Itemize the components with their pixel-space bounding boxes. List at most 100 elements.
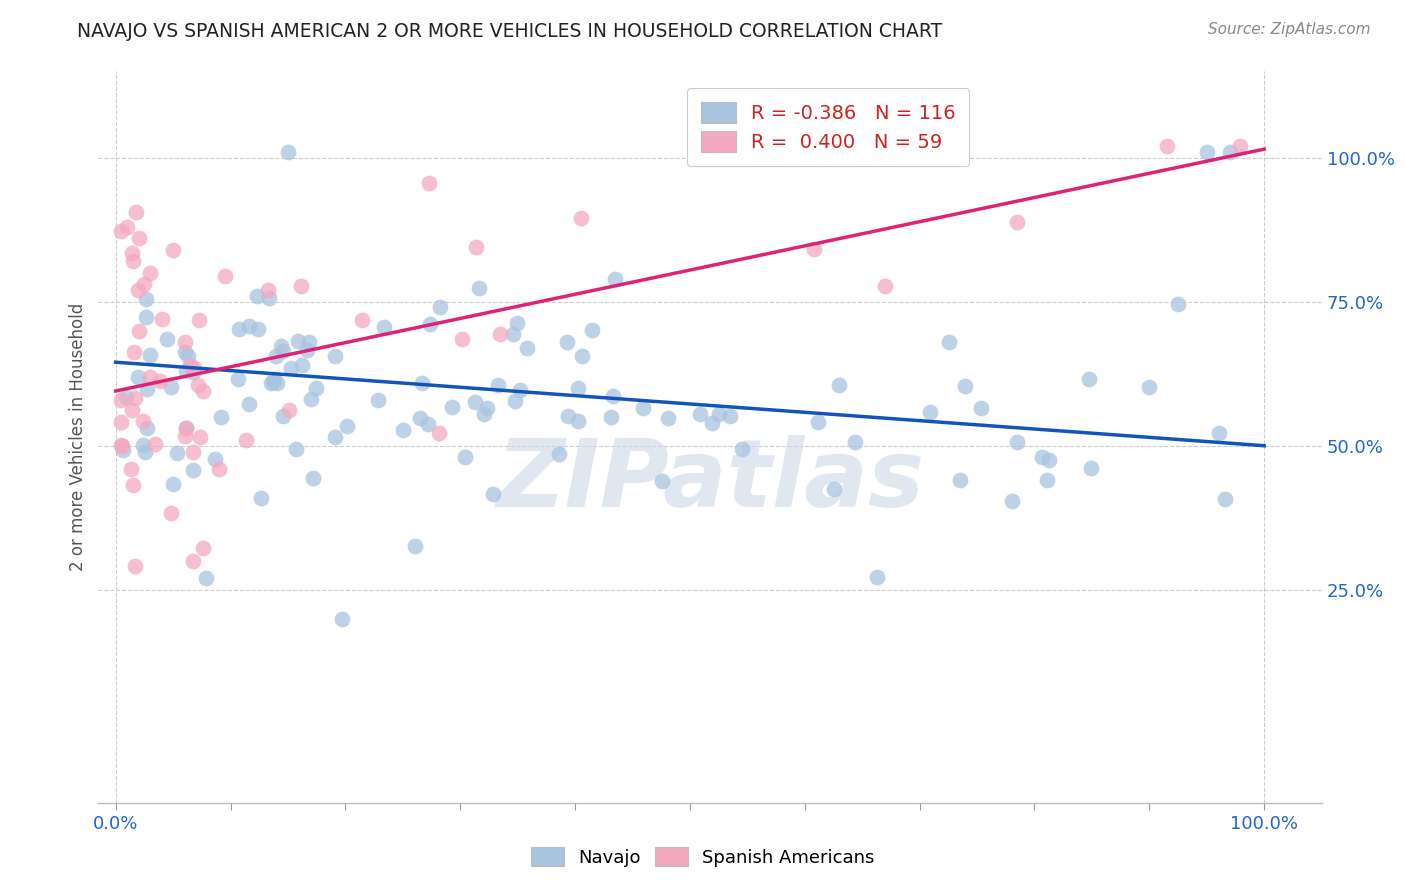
Point	[159, 507, 181, 521]
Point	[949, 473, 972, 487]
Point	[271, 409, 294, 423]
Point	[299, 392, 322, 406]
Point	[188, 430, 211, 444]
Point	[477, 401, 499, 415]
Point	[208, 462, 231, 476]
Point	[112, 443, 135, 458]
Point	[1229, 139, 1251, 153]
Point	[132, 438, 155, 452]
Point	[278, 403, 301, 417]
Point	[1195, 145, 1218, 159]
Point	[408, 410, 430, 425]
Point	[295, 343, 318, 357]
Point	[1219, 145, 1241, 159]
Point	[287, 334, 309, 349]
Point	[291, 358, 314, 372]
Point	[502, 326, 524, 341]
Point	[195, 571, 218, 585]
Point	[280, 361, 302, 376]
Point	[404, 540, 426, 554]
Point	[503, 394, 526, 409]
Point	[1001, 494, 1024, 508]
Point	[1208, 425, 1230, 440]
Point	[135, 421, 157, 435]
Point	[709, 407, 731, 421]
Point	[257, 292, 280, 306]
Point	[132, 414, 155, 428]
Point	[900, 145, 922, 159]
Point	[111, 438, 134, 452]
Point	[110, 438, 132, 452]
Point	[1036, 473, 1059, 487]
Point	[262, 375, 284, 389]
Point	[177, 349, 200, 363]
Text: NAVAJO VS SPANISH AMERICAN 2 OR MORE VEHICLES IN HOUSEHOLD CORRELATION CHART: NAVAJO VS SPANISH AMERICAN 2 OR MORE VEH…	[77, 22, 942, 41]
Point	[373, 320, 395, 334]
Point	[468, 281, 491, 295]
Point	[411, 376, 433, 390]
Point	[139, 266, 162, 280]
Point	[465, 240, 488, 254]
Point	[482, 486, 505, 500]
Point	[567, 413, 589, 427]
Point	[174, 364, 197, 378]
Point	[1005, 434, 1028, 449]
Point	[214, 268, 236, 283]
Point	[121, 246, 143, 260]
Text: Source: ZipAtlas.com: Source: ZipAtlas.com	[1208, 22, 1371, 37]
Point	[567, 381, 589, 395]
Point	[271, 344, 294, 359]
Point	[323, 430, 346, 444]
Point	[454, 450, 477, 464]
Point	[1038, 453, 1060, 467]
Point	[1031, 450, 1053, 464]
Point	[183, 554, 205, 568]
Point	[128, 231, 150, 245]
Point	[284, 442, 307, 456]
Point	[257, 283, 280, 297]
Legend: R = -0.386   N = 116, R =  0.400   N = 59: R = -0.386 N = 116, R = 0.400 N = 59	[688, 88, 969, 166]
Point	[263, 372, 285, 386]
Point	[1167, 297, 1189, 311]
Point	[506, 316, 529, 330]
Point	[330, 611, 353, 625]
Point	[193, 541, 215, 555]
Point	[122, 345, 145, 359]
Point	[290, 279, 312, 293]
Point	[228, 372, 250, 386]
Point	[187, 377, 209, 392]
Point	[1078, 372, 1101, 386]
Point	[464, 395, 486, 409]
Point	[865, 569, 887, 583]
Point	[651, 475, 673, 489]
Point	[472, 407, 495, 421]
Point	[486, 378, 509, 392]
Point	[247, 322, 270, 336]
Point	[174, 345, 197, 359]
Point	[336, 419, 359, 434]
Point	[249, 491, 271, 506]
Point	[246, 289, 269, 303]
Point	[1080, 460, 1102, 475]
Point	[139, 348, 162, 362]
Point	[183, 365, 205, 379]
Point	[489, 327, 512, 342]
Point	[509, 383, 531, 397]
Point	[124, 559, 146, 574]
Point	[173, 429, 195, 443]
Point	[548, 447, 571, 461]
Point	[298, 334, 321, 349]
Point	[1005, 215, 1028, 229]
Point	[173, 334, 195, 349]
Point	[323, 349, 346, 363]
Point	[581, 323, 603, 337]
Point	[139, 369, 162, 384]
Point	[114, 390, 136, 404]
Point	[301, 471, 323, 485]
Point	[823, 482, 845, 496]
Point	[367, 392, 389, 407]
Point	[875, 279, 897, 293]
Point	[115, 219, 138, 234]
Point	[204, 452, 226, 467]
Point	[209, 409, 232, 424]
